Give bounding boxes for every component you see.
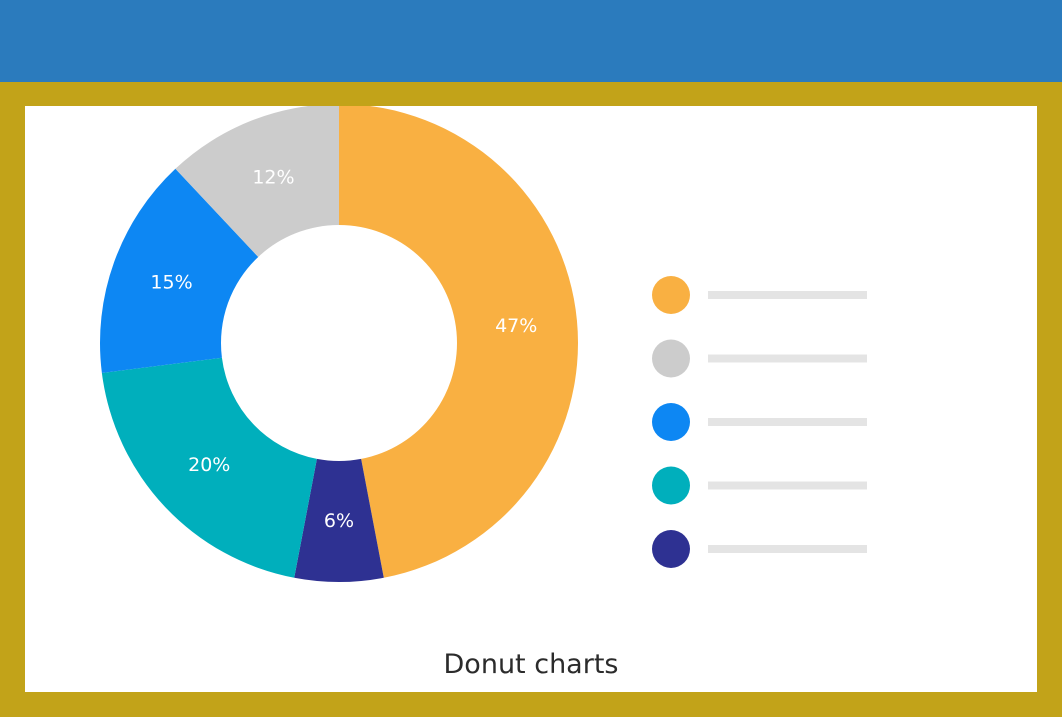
- frame-border: 47% 6% 20% 15% 12% Donut charts: [0, 82, 1062, 717]
- donut-slice-1: [339, 106, 578, 578]
- donut-slice-5: [175, 106, 339, 257]
- donut-slice-4: [99, 168, 259, 373]
- donut-slices: [99, 106, 578, 582]
- legend-placeholder-bar-4: [708, 481, 867, 490]
- legend-swatch-5: [652, 530, 690, 568]
- slice-label-2: 6%: [324, 510, 354, 532]
- slice-label-4: 15%: [150, 272, 192, 294]
- legend-swatch-3: [652, 403, 690, 441]
- legend-placeholder-bar-3: [708, 418, 867, 426]
- header-bar: [0, 0, 1062, 82]
- slice-label-5: 12%: [252, 166, 294, 188]
- donut-chart: 47% 6% 20% 15% 12%: [99, 106, 867, 582]
- chart-caption: Donut charts: [443, 649, 619, 680]
- legend-swatch-1: [652, 276, 690, 314]
- slice-label-3: 20%: [188, 454, 230, 476]
- legend-placeholder-bar-1: [708, 291, 867, 299]
- legend-placeholder-bar-5: [708, 545, 867, 553]
- donut-slice-2: [294, 458, 384, 582]
- legend-swatch-2: [652, 339, 690, 378]
- legend-swatch-4: [652, 466, 690, 505]
- donut-labels: 47% 6% 20% 15% 12%: [150, 166, 537, 532]
- slice-label-1: 47%: [495, 315, 537, 337]
- legend-placeholder-bar-2: [708, 354, 867, 363]
- chart-panel: 47% 6% 20% 15% 12% Donut charts: [25, 106, 1037, 692]
- donut-slice-3: [101, 357, 317, 578]
- chart-legend: [652, 276, 867, 568]
